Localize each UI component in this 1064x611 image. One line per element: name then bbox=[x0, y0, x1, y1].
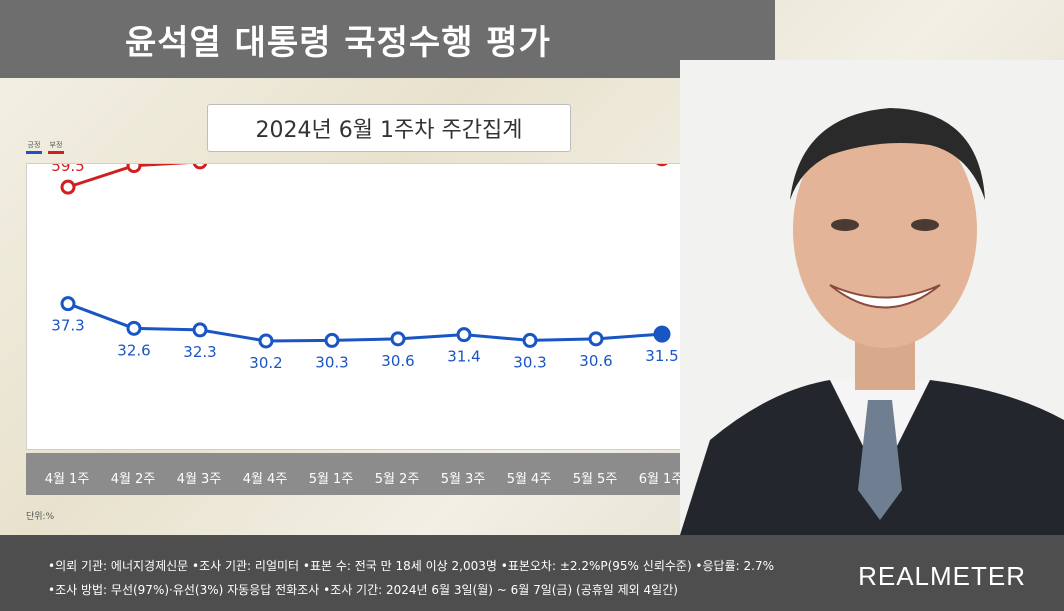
data-point bbox=[588, 331, 604, 347]
data-label: 30.6 bbox=[381, 352, 414, 370]
unit-label: 단위:% bbox=[26, 512, 55, 522]
plot-area: 59.563.664.366.965.566.665.566.165.965.1… bbox=[26, 118, 771, 450]
x-tick-label: 4월 3주 bbox=[176, 472, 222, 487]
data-label: 30.3 bbox=[513, 353, 546, 371]
data-label: 31.4 bbox=[447, 348, 480, 366]
data-label: 30.6 bbox=[579, 352, 612, 370]
data-point bbox=[192, 154, 208, 170]
x-axis-bar: 4월 1주 4월 2주 4월 3주 4월 4주 5월 1주 5월 2주 5월 3주 5월 4주… bbox=[26, 453, 771, 495]
x-tick-label: 5월 1주 bbox=[308, 472, 354, 487]
data-point bbox=[192, 322, 208, 338]
survey-info-line-2: •조사 방법: 무선(97%)·유선(3%) 자동응답 전화조사 •조사 기간:… bbox=[48, 583, 678, 597]
x-tick-label: 4월 1주 bbox=[44, 472, 90, 487]
data-label: 30.3 bbox=[315, 353, 348, 371]
x-tick-label: 5월 4주 bbox=[506, 472, 552, 487]
data-label: 59.5 bbox=[51, 164, 84, 175]
data-point bbox=[126, 158, 142, 174]
data-point bbox=[522, 332, 538, 348]
legend-swatch-positive bbox=[26, 151, 42, 154]
data-point bbox=[653, 149, 671, 167]
data-point bbox=[324, 332, 340, 348]
realmeter-logo: REALMETER bbox=[858, 561, 1026, 591]
legend-label-positive: 긍정 bbox=[27, 141, 41, 149]
footer: •의뢰 기관: 에너지경제신문 •조사 기관: 리얼미터 •표본 수: 전국 만… bbox=[0, 535, 1064, 611]
data-point bbox=[258, 333, 274, 349]
chart-subtitle: 2024년 6월 1주차 주간집계 bbox=[207, 104, 571, 152]
legend-label-negative: 부정 bbox=[49, 141, 63, 149]
legend-item-positive: 긍정 bbox=[26, 140, 42, 154]
x-tick-label: 5월 5주 bbox=[572, 472, 618, 487]
line-chart: 59.563.664.366.965.566.665.566.165.965.1… bbox=[51, 118, 678, 372]
data-label: 31.5 bbox=[645, 347, 678, 365]
legend: 긍정 부정 bbox=[26, 140, 64, 154]
data-point bbox=[653, 325, 671, 343]
survey-info-line-1: •의뢰 기관: 에너지경제신문 •조사 기관: 리얼미터 •표본 수: 전국 만… bbox=[48, 559, 774, 573]
data-point bbox=[126, 320, 142, 336]
president-photo bbox=[680, 60, 1064, 535]
data-point bbox=[390, 331, 406, 347]
data-label: 37.3 bbox=[51, 317, 84, 335]
x-tick-label: 4월 4주 bbox=[242, 472, 288, 487]
legend-swatch-negative bbox=[48, 151, 64, 154]
data-point bbox=[456, 327, 472, 343]
series-line-negative bbox=[67, 146, 663, 189]
legend-item-negative: 부정 bbox=[48, 140, 64, 154]
x-tick-label: 4월 2주 bbox=[110, 472, 156, 487]
x-tick-label: 5월 3주 bbox=[440, 472, 486, 487]
x-tick-label: 5월 2주 bbox=[374, 472, 420, 487]
title-bar: 윤석열 대통령 국정수행 평가 bbox=[0, 0, 775, 78]
data-label: 32.6 bbox=[117, 341, 150, 359]
page-title: 윤석열 대통령 국정수행 평가 bbox=[125, 22, 551, 63]
data-point bbox=[60, 296, 76, 312]
series-line-positive bbox=[67, 302, 663, 343]
x-tick-label: 6월 1주 bbox=[638, 472, 684, 487]
data-label: 30.2 bbox=[249, 354, 282, 372]
data-point bbox=[60, 179, 76, 195]
data-label: 32.3 bbox=[183, 343, 216, 361]
